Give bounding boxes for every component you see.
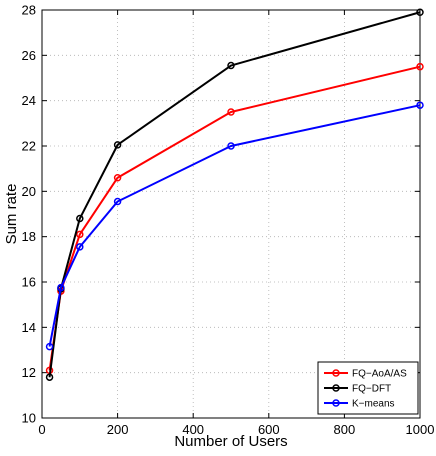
legend-item: FQ−AoA/AS xyxy=(324,369,407,380)
axis-ticks: 0 200 400 600 800 1000 10 12 14 16 18 20 22 24 26 28 xyxy=(22,3,435,438)
series-1 xyxy=(45,8,424,381)
grid-lines xyxy=(42,10,420,418)
data-point xyxy=(57,283,65,292)
y-tick-label: 14 xyxy=(22,320,36,335)
data-point xyxy=(416,62,424,71)
x-tick-label: 400 xyxy=(182,422,204,437)
x-axis-label: Number of Users xyxy=(174,433,287,450)
data-point xyxy=(76,243,84,251)
series-layer xyxy=(45,8,424,381)
data-point xyxy=(45,373,54,381)
legend-swatch-marker xyxy=(332,399,340,407)
legend-swatch-marker xyxy=(332,384,340,392)
data-point xyxy=(76,214,84,223)
y-axis-label: Sum rate xyxy=(3,184,20,245)
legend: FQ−AoA/AS FQ−DFT K−means xyxy=(317,361,419,415)
y-tick-label: 12 xyxy=(22,365,36,380)
x-tick-label: 600 xyxy=(258,422,280,437)
legend-item: K−means xyxy=(324,399,395,410)
legend-label: FQ−DFT xyxy=(352,384,391,395)
series-2 xyxy=(45,101,424,351)
y-tick-label: 16 xyxy=(22,275,36,290)
data-point xyxy=(113,173,122,182)
data-point xyxy=(113,141,122,149)
y-tick-label: 26 xyxy=(22,48,36,63)
legend-item: FQ−DFT xyxy=(324,384,391,395)
y-tick-label: 10 xyxy=(22,411,36,426)
data-point xyxy=(45,342,54,351)
x-tick-label: 200 xyxy=(107,422,129,437)
data-point xyxy=(416,101,424,109)
x-tick-label: 1000 xyxy=(406,422,435,437)
series-line xyxy=(48,65,421,371)
y-tick-label: 24 xyxy=(22,93,36,108)
data-point xyxy=(227,108,235,116)
legend-label: K−means xyxy=(352,399,395,410)
data-point xyxy=(76,230,84,239)
data-point xyxy=(113,197,122,206)
data-point xyxy=(416,8,424,17)
x-tick-label: 800 xyxy=(334,422,356,437)
y-tick-label: 18 xyxy=(22,229,36,244)
data-point xyxy=(227,142,235,150)
data-point xyxy=(227,61,235,70)
y-tick-label: 28 xyxy=(22,3,36,18)
x-tick-label: 0 xyxy=(38,422,45,437)
legend-label: FQ−AoA/AS xyxy=(352,369,407,380)
plot-frame xyxy=(41,9,421,419)
y-tick-label: 20 xyxy=(22,184,36,199)
series-line xyxy=(48,104,421,347)
series-line xyxy=(48,11,421,378)
legend-swatch-marker xyxy=(332,369,340,377)
y-tick-label: 22 xyxy=(22,139,36,154)
